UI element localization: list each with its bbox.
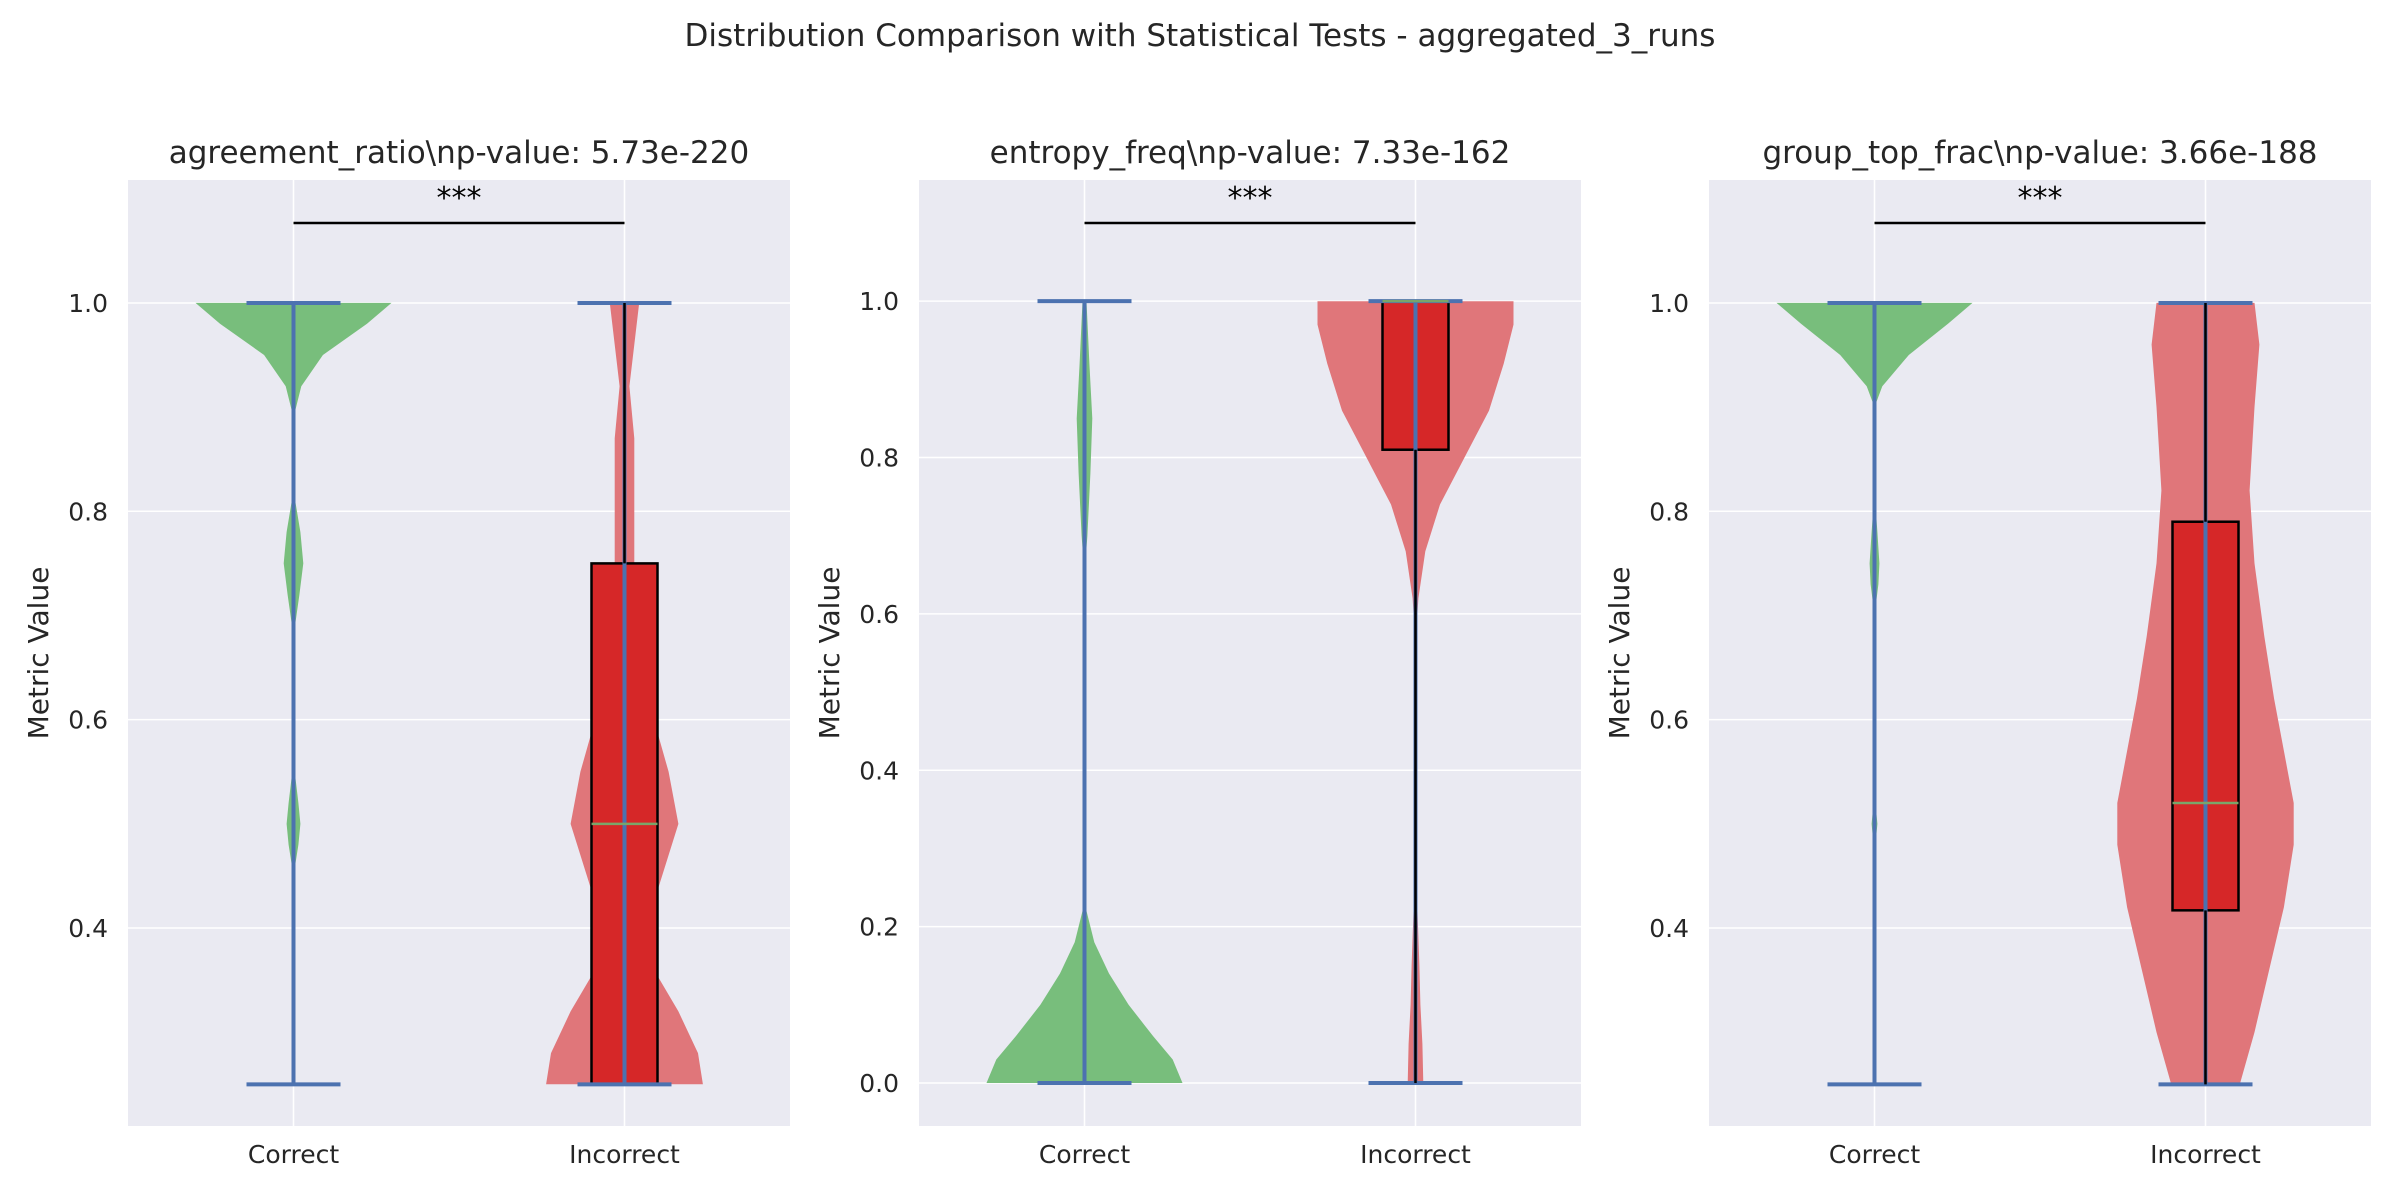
chart-panel-2: 0.0 0.2 0.4 0.6 0.8 1.0 Correct Incorrect Metric…	[813, 135, 1581, 1169]
y-axis-label: Metric Value	[1603, 567, 1636, 740]
x-tick-label: Correct	[1829, 1140, 1920, 1169]
y-tick-label: 0.4	[859, 756, 899, 785]
x-tick-label: Incorrect	[2150, 1140, 2261, 1169]
y-tick-label: 0.0	[859, 1069, 899, 1098]
y-axis-label: Metric Value	[22, 567, 55, 740]
y-tick-label: 0.8	[68, 497, 108, 526]
y-tick-label: 0.6	[1649, 706, 1689, 735]
plot-area	[128, 180, 790, 1126]
y-tick-label: 0.6	[859, 600, 899, 629]
y-tick-label: 0.8	[1649, 497, 1689, 526]
y-axis-label: Metric Value	[813, 567, 846, 740]
chart-panel-1: 0.4 0.6 0.8 1.0 Correct Incorrect Metric Value…	[22, 135, 790, 1169]
significance-label: ***	[437, 181, 482, 216]
panel-title: group_top_frac\np-value: 3.66e-188	[1762, 135, 2317, 171]
chart-panel-3: 0.4 0.6 0.8 1.0 Correct Incorrect Metric Value…	[1603, 135, 2371, 1169]
panel-title: entropy_freq\np-value: 7.33e-162	[990, 135, 1511, 171]
y-tick-label: 0.8	[859, 444, 899, 473]
y-tick-label: 1.0	[859, 287, 899, 316]
y-tick-label: 0.6	[68, 706, 108, 735]
x-tick-label: Correct	[248, 1140, 339, 1169]
y-tick-label: 1.0	[68, 289, 108, 318]
panel-title: agreement_ratio\np-value: 5.73e-220	[169, 135, 749, 171]
y-tick-label: 0.4	[68, 914, 108, 943]
y-tick-label: 1.0	[1649, 289, 1689, 318]
significance-label: ***	[1228, 181, 1273, 216]
x-tick-label: Incorrect	[569, 1140, 680, 1169]
y-tick-label: 0.4	[1649, 914, 1689, 943]
x-tick-label: Incorrect	[1360, 1140, 1471, 1169]
chart-panels: 0.4 0.6 0.8 1.0 Correct Incorrect Metric Value…	[22, 135, 2371, 1169]
x-tick-label: Correct	[1039, 1140, 1130, 1169]
figure-suptitle: Distribution Comparison with Statistical…	[685, 18, 1716, 54]
y-tick-label: 0.2	[859, 913, 899, 942]
significance-label: ***	[2018, 181, 2063, 216]
